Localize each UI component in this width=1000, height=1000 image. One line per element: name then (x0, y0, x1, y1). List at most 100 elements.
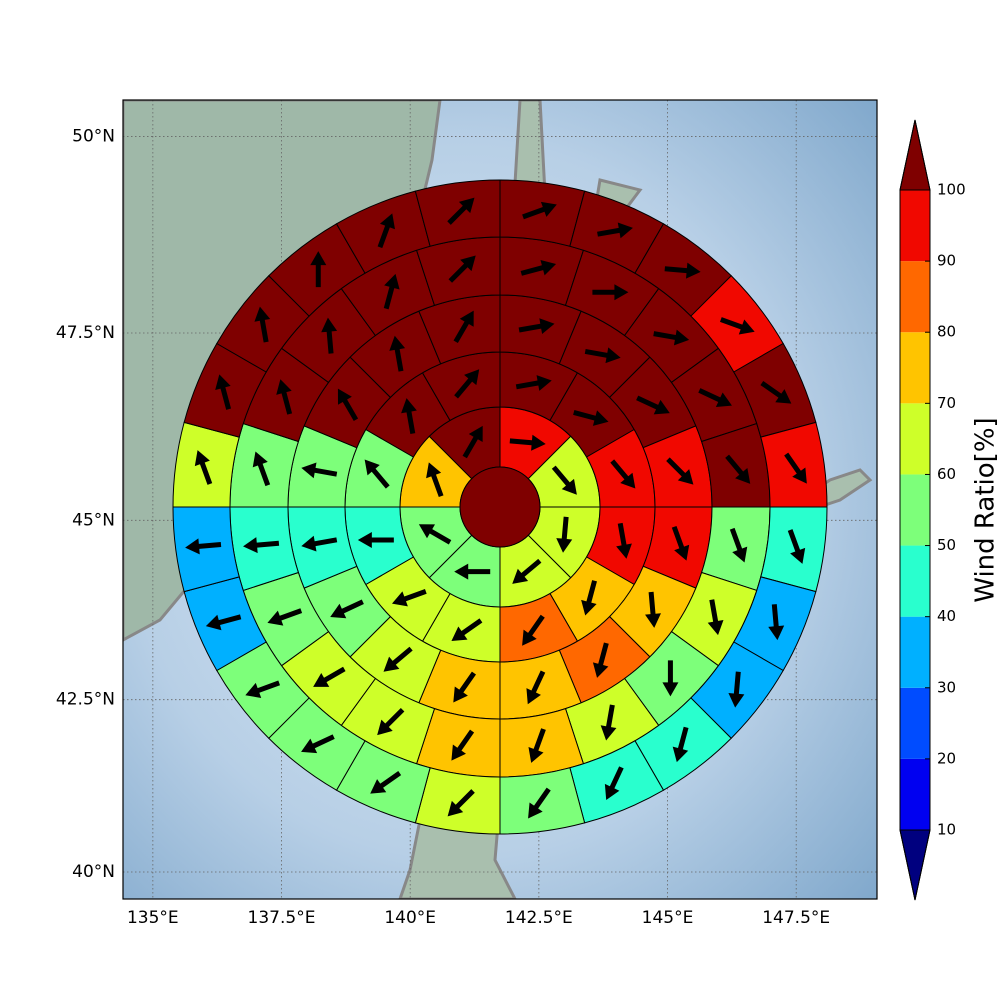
wind-arrow (509, 434, 546, 451)
y-tick-label: 47.5°N (56, 323, 115, 343)
wind-arrow (451, 729, 475, 761)
sector (172, 506, 240, 593)
wind-arrow (383, 646, 413, 672)
colorbar-segment (900, 545, 930, 617)
wind-arrow (454, 563, 491, 580)
colorbar-tick-label: 70 (937, 394, 956, 412)
wind-arrow (592, 284, 629, 301)
wind-arrow (447, 789, 475, 817)
wind-arrow (520, 259, 557, 276)
center-cell (459, 466, 541, 548)
wind-arrow (787, 529, 806, 564)
wind-arrow (254, 306, 271, 343)
wind-arrow (610, 459, 636, 489)
wind-arrow (728, 671, 745, 708)
wind-arrow (573, 410, 609, 426)
wind-arrow (528, 787, 551, 819)
colorbar-tick-label: 90 (937, 252, 956, 270)
wind-arrow (447, 197, 475, 225)
wind-arrow (729, 527, 748, 563)
wind-arrow (597, 222, 633, 239)
wind-arrow (653, 329, 690, 346)
colorbar-segment (900, 474, 930, 546)
wind-arrow (243, 537, 280, 554)
wind-arrow (462, 425, 483, 459)
x-tick-label: 140°E (384, 908, 436, 928)
colorbar: 10 20 30 40 50 60 70 80 90 100 (899, 119, 966, 901)
wind-arrow (276, 379, 293, 415)
wind-arrow (364, 459, 390, 489)
colorbar-segment (900, 332, 930, 404)
wind-arrow (522, 614, 545, 646)
colorbar-label: Wind Ratio[%] (971, 417, 1000, 602)
radar-cells (172, 179, 828, 835)
wind-arrow (252, 451, 271, 487)
wind-arrow (401, 398, 417, 435)
colorbar-tick-label: 40 (937, 607, 956, 625)
wind-arrow (453, 310, 474, 343)
y-tick-label: 50°N (72, 126, 115, 146)
wind-arrow (698, 388, 732, 407)
colorbar-segment (900, 758, 930, 830)
wind-arrow (215, 374, 232, 410)
wind-arrow (581, 580, 597, 616)
wind-arrow (528, 728, 546, 763)
colorbar-tick-label: 30 (937, 678, 956, 696)
wind-arrow (592, 642, 609, 678)
colorbar-tick-label: 80 (937, 323, 956, 341)
wind-arrow (636, 395, 670, 415)
wind-arrow (515, 375, 552, 391)
wind-arrow (377, 213, 395, 249)
wind-arrow (337, 388, 359, 422)
wind-arrow (301, 535, 338, 552)
wind-arrow (370, 770, 402, 794)
colorbar-tick-label: 10 (937, 821, 956, 839)
wind-arrow (451, 618, 483, 642)
colorbar-extend-top (899, 119, 931, 191)
wind-arrow (301, 462, 338, 479)
wind-arrow (321, 317, 338, 354)
wind-arrow (330, 599, 364, 619)
y-tick-label: 42.5°N (56, 690, 115, 710)
wind-arrow (522, 201, 557, 220)
y-tick-label: 45°N (72, 510, 115, 530)
x-tick-label: 142.5°E (505, 908, 573, 928)
wind-arrow (245, 680, 281, 698)
colorbar-tick-label: 100 (937, 181, 966, 199)
colorbar-segment (900, 687, 930, 759)
colorbar-tick-label: 50 (937, 536, 956, 554)
wind-arrow (313, 666, 346, 687)
sector (760, 506, 828, 593)
colorbar-segment (900, 403, 930, 475)
wind-arrow (383, 273, 400, 310)
wind-arrow (551, 465, 577, 495)
wind-arrow (526, 670, 546, 705)
colorbar-segment (900, 190, 930, 262)
y-tick-label: 40°N (72, 862, 115, 882)
wind-arrow (584, 347, 621, 364)
wind-arrow (760, 380, 792, 404)
wind-arrow (357, 531, 394, 548)
wind-arrow (205, 614, 242, 631)
wind-arrow (194, 450, 213, 485)
wind-arrow (784, 452, 807, 484)
wind-arrow (518, 318, 555, 335)
wind-arrow (645, 591, 661, 628)
wind-arrow (310, 251, 327, 288)
sector (414, 767, 501, 835)
colorbar-extend-bottom (899, 829, 931, 901)
wind-arrow (418, 524, 452, 545)
x-tick-label: 145°E (642, 908, 694, 928)
map-frame (122, 99, 878, 900)
wind-arrow (301, 734, 335, 754)
wind-arrow (453, 671, 476, 703)
sector (499, 179, 586, 247)
wind-arrow (707, 599, 724, 636)
wind-arrow (454, 369, 480, 399)
wind-arrow (389, 335, 406, 372)
wind-arrow (671, 525, 690, 561)
x-tick-label: 137.5°E (248, 908, 316, 928)
wind-arrow (672, 726, 689, 763)
wind-arrow (448, 255, 476, 283)
